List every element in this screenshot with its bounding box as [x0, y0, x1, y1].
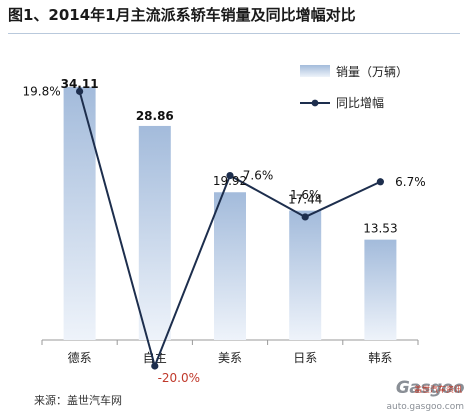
- line-value-label: 1.6%: [290, 188, 321, 202]
- bar-value-label: 17.44: [288, 193, 322, 207]
- category-label: 日系: [293, 351, 317, 365]
- line-point: [76, 87, 84, 95]
- legend-bar-swatch: [300, 65, 330, 77]
- bar-value-label: 34.11: [61, 77, 99, 91]
- line-value-label: 6.7%: [395, 175, 426, 189]
- line-value-label: 19.8%: [23, 84, 61, 98]
- legend-line-marker: [311, 99, 319, 107]
- category-label: 自主: [143, 351, 167, 365]
- bar-韩系: [364, 239, 397, 340]
- bar-value-label: 13.53: [363, 222, 397, 236]
- gasgoo-watermark: Gasgoo 盖世汽车资讯 auto.gasgoo.com: [364, 378, 464, 418]
- category-label: 韩系: [368, 350, 392, 365]
- bar-日系: [289, 210, 322, 340]
- line-point: [151, 362, 159, 370]
- line-value-label: 7.6%: [243, 169, 274, 183]
- line-value-label: -20.0%: [158, 371, 200, 385]
- watermark-url: auto.gasgoo.com: [386, 402, 464, 412]
- category-label: 美系: [218, 351, 242, 365]
- bar-自主: [138, 125, 171, 341]
- bar-value-label: 28.86: [136, 109, 174, 123]
- bar-美系: [214, 192, 246, 340]
- chart-title: 图1、2014年1月主流派系轿车销量及同比增幅对比: [8, 6, 356, 24]
- legend: 销量（万辆） 同比增幅: [300, 65, 408, 110]
- bar-value-label: 19.92: [213, 174, 247, 188]
- title-divider: [8, 33, 460, 34]
- watermark-cn: 盖世汽车资讯: [414, 385, 462, 394]
- legend-line-label: 同比增幅: [336, 95, 384, 110]
- line-point: [226, 171, 234, 180]
- line-point: [301, 213, 309, 221]
- source-note: 来源：盖世汽车网: [34, 394, 122, 407]
- bar-德系: [63, 87, 96, 340]
- watermark-brand: Gasgoo: [395, 378, 465, 398]
- category-label: 德系: [68, 350, 92, 365]
- legend-bar-label: 销量（万辆）: [336, 65, 408, 79]
- line-point: [376, 178, 384, 186]
